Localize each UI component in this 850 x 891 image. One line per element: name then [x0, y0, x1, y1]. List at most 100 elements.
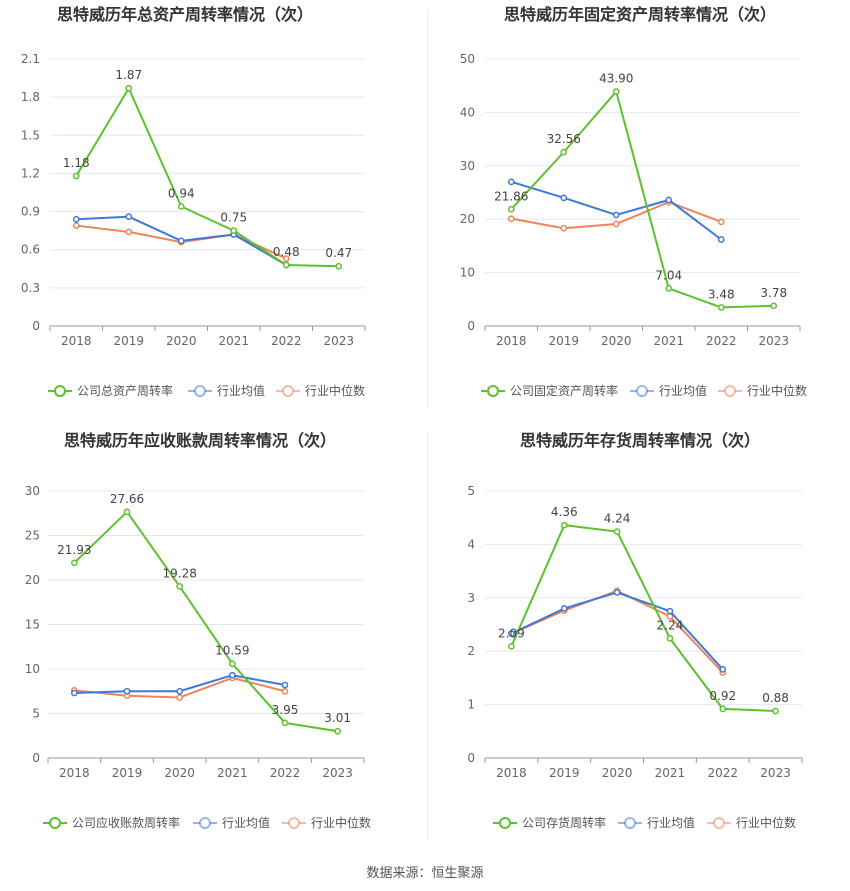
data-label: 10.59	[215, 644, 249, 658]
series-line-company	[510, 524, 776, 713]
x-tick-label: 2018	[59, 766, 90, 780]
x-tick-label: 2019	[112, 766, 143, 780]
y-tick-label: 0.3	[21, 281, 40, 295]
data-point-company	[282, 261, 290, 269]
data-point-company	[612, 88, 620, 95]
x-tick-label: 2020	[602, 766, 633, 780]
data-label: 32.56	[547, 132, 581, 146]
legend-label: 行业中位数	[305, 383, 365, 398]
data-label: 27.66	[110, 492, 144, 506]
x-tick-label: 2023	[760, 766, 791, 780]
data-point-avg	[613, 589, 621, 596]
y-tick-label: 10	[460, 266, 475, 280]
y-tick-label: 4	[467, 537, 475, 551]
y-tick-label: 0.6	[21, 243, 40, 257]
chart-title: 思特威历年存货周转率情况（次）	[520, 431, 760, 450]
data-point-avg	[177, 237, 185, 245]
legend-label: 行业中位数	[747, 383, 807, 398]
legend-item-median[interactable]: 行业中位数	[718, 383, 807, 398]
y-tick-label: 1.2	[21, 166, 40, 180]
data-point-avg	[72, 215, 80, 223]
legend-item-median[interactable]: 行业中位数	[276, 383, 365, 398]
y-tick-label: 30	[25, 484, 40, 498]
y-tick-label: 0	[467, 751, 475, 765]
legend-label: 行业均值	[659, 383, 707, 398]
legend-label: 公司固定资产周转率	[510, 383, 618, 398]
legend-label: 行业中位数	[736, 815, 796, 830]
legend-item-company[interactable]: 公司应收账款周转率	[43, 815, 180, 830]
y-tick-label: 40	[460, 105, 475, 119]
data-point-company	[770, 302, 778, 310]
legend-item-company[interactable]: 公司存货周转率	[493, 815, 606, 830]
x-tick-label: 2022	[271, 334, 302, 348]
data-point-avg	[719, 666, 727, 673]
data-source-note: 数据来源：恒生聚源	[366, 866, 484, 881]
legend-marker-circle	[636, 385, 648, 397]
y-tick-label: 30	[460, 159, 475, 173]
legend-item-avg[interactable]: 行业均值	[193, 815, 270, 830]
data-point-median	[281, 687, 289, 695]
x-tick-label: 2019	[549, 766, 580, 780]
x-tick-label: 2021	[217, 766, 248, 780]
y-tick-label: 0	[467, 319, 475, 333]
legend-item-median[interactable]: 行业中位数	[707, 815, 796, 830]
legend-item-median[interactable]: 行业中位数	[282, 815, 371, 830]
data-point-company	[560, 148, 568, 156]
x-tick-label: 2018	[496, 766, 527, 780]
data-label: 3.78	[760, 286, 787, 300]
data-point-median	[717, 218, 725, 226]
legend-marker-circle	[487, 385, 499, 397]
data-point-avg	[281, 681, 289, 689]
data-point-median	[560, 224, 568, 232]
x-tick-label: 2020	[601, 334, 632, 348]
panel-divider-vertical	[427, 432, 428, 840]
data-point-company	[177, 203, 185, 210]
data-point-avg	[70, 689, 78, 697]
data-label: 3.48	[708, 287, 735, 301]
data-point-company	[281, 719, 289, 727]
data-point-company	[666, 635, 674, 642]
y-tick-label: 0	[32, 319, 40, 333]
data-label: 21.86	[494, 189, 528, 203]
legend-item-company[interactable]: 公司总资产周转率	[48, 383, 173, 398]
y-tick-label: 1.5	[21, 128, 40, 142]
legend-item-avg[interactable]: 行业均值	[618, 815, 695, 830]
y-tick-label: 25	[25, 529, 40, 543]
data-label: 21.93	[57, 543, 91, 557]
data-point-median	[507, 215, 515, 223]
data-label: 4.36	[551, 505, 578, 519]
legend-item-company[interactable]: 公司固定资产周转率	[481, 383, 618, 398]
legend-marker-circle	[713, 817, 725, 829]
data-point-company	[125, 84, 133, 92]
x-tick-label: 2023	[323, 334, 354, 348]
y-tick-label: 50	[460, 52, 475, 66]
chart-title: 思特威历年应收账款周转率情况（次）	[64, 431, 336, 450]
legend-marker-circle	[49, 817, 61, 829]
legend-item-avg[interactable]: 行业均值	[630, 383, 707, 398]
x-tick-label: 2022	[706, 334, 737, 348]
data-point-median	[72, 222, 80, 229]
data-point-avg	[125, 213, 133, 221]
data-point-company	[719, 705, 727, 713]
data-point-company	[334, 727, 342, 735]
data-label: 0.92	[709, 689, 736, 703]
legend-item-avg[interactable]: 行业均值	[188, 383, 265, 398]
data-label: 43.90	[599, 72, 633, 86]
y-tick-label: 2	[467, 644, 475, 658]
data-label: 0.88	[762, 691, 789, 705]
data-label: 2.24	[657, 618, 684, 632]
data-point-company	[123, 508, 131, 516]
legend-marker-circle	[288, 817, 300, 829]
data-point-avg	[666, 607, 674, 615]
data-point-company	[772, 707, 779, 715]
x-tick-label: 2021	[218, 334, 249, 348]
chart-fixed-asset-turnover: 思特威历年固定资产周转率情况（次） 0 10 20 30 40 50 2018 2019 2020…	[460, 5, 807, 398]
data-label: 3.95	[272, 703, 299, 717]
data-point-avg	[123, 687, 131, 695]
data-point-median	[176, 694, 184, 701]
data-label: 19.28	[162, 566, 196, 580]
data-point-avg	[665, 196, 673, 204]
data-point-avg	[560, 605, 568, 612]
data-point-avg	[228, 671, 236, 679]
data-point-company	[230, 227, 238, 234]
